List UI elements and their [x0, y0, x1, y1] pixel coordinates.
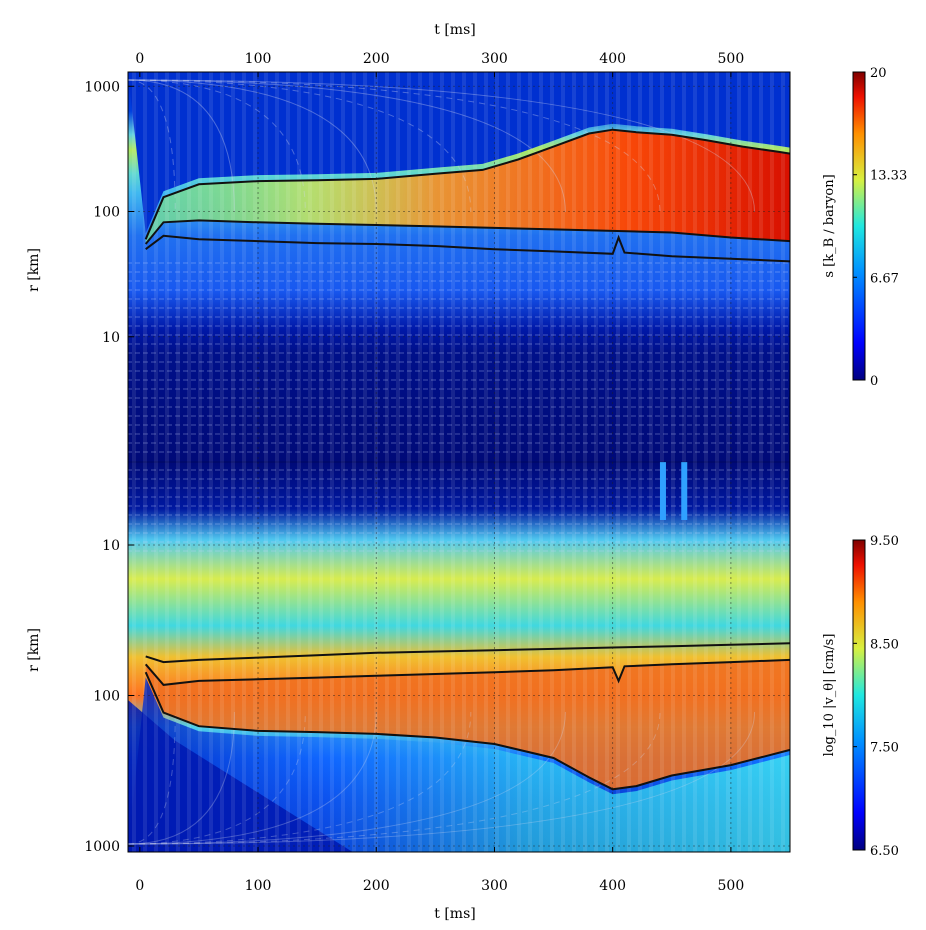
x-tick-label-top: 200 [363, 51, 390, 67]
streamline-top [127, 79, 566, 213]
x-tick-label-top: 300 [481, 51, 508, 67]
heatmap-overlays [127, 72, 791, 852]
heatmap-fields [128, 72, 790, 852]
colorbar-top-label: s [k_B / baryon] [822, 174, 837, 277]
streamlines [127, 79, 756, 845]
colorbar-bottom-tick-label: 7.50 [870, 741, 899, 756]
colorbar-top-bar [852, 71, 866, 381]
bottom-contour-2 [144, 658, 791, 686]
streamline-bottom [127, 711, 306, 845]
bottom-contour-1 [145, 642, 791, 664]
colorbar-bottom-label: log_10 |v_θ| [cm/s] [822, 634, 837, 757]
streamline-top [127, 79, 472, 213]
streamline-top [127, 79, 661, 213]
streamline-bottom [127, 711, 176, 845]
x-tick-label-bottom: 200 [363, 878, 390, 894]
bottom-artifact-1 [659, 462, 666, 520]
bottom-contour-3 [144, 671, 791, 791]
axes: 0 0 100 100 200 200 300 300 400 400 500 500 t [ms] t … [26, 22, 791, 922]
streamline-bottom [127, 711, 661, 845]
x-tick-label-top: 0 [135, 51, 144, 67]
top-contour-2 [144, 219, 791, 245]
streamline-bottom [127, 711, 756, 845]
y-tick-label-top: 10 [102, 330, 120, 346]
streamline-top [127, 79, 176, 213]
colorbar-top-tick-label: 0 [870, 374, 878, 389]
bottom-field-stripes [128, 462, 790, 552]
x-tick-label-bottom: 100 [245, 878, 272, 894]
y-tick-label-bottom: 10 [102, 538, 120, 554]
x-tick-label-top: 400 [599, 51, 626, 67]
x-tick-label-bottom: 300 [481, 878, 508, 894]
y-tick-label-top: 100 [93, 205, 120, 221]
top-contour-3 [145, 234, 791, 263]
bottom-artifact-2 [681, 462, 688, 520]
plot-frame [127, 71, 791, 853]
colorbars: 20 13.33 6.67 0 s [k_B / baryon] 9.50 8.50 7.50… [822, 66, 907, 859]
top-contour-1 [144, 128, 791, 240]
x-axis-label-bottom: t [ms] [434, 906, 475, 922]
y-axis-label-top: r [km] [26, 248, 42, 292]
y-tick-label-bottom: 1000 [84, 839, 120, 855]
streamline-bottom [127, 711, 377, 845]
colorbar-top-tick-label: 20 [870, 66, 887, 81]
top-panel-field [128, 72, 790, 462]
streamline-top [127, 79, 756, 213]
top-field-stripes [128, 260, 790, 460]
x-tick-label-bottom: 500 [718, 878, 745, 894]
colorbar-bottom-tick-label: 9.50 [870, 534, 899, 549]
colorbar-top-tick-label: 6.67 [870, 271, 899, 286]
x-tick-label-bottom: 0 [135, 878, 144, 894]
grid-lines [128, 72, 790, 852]
x-tick-label-bottom: 400 [599, 878, 626, 894]
x-tick-label-top: 500 [718, 51, 745, 67]
x-tick-label-top: 100 [245, 51, 272, 67]
y-tick-label-bottom: 100 [93, 689, 120, 705]
y-axis-label-bottom: r [km] [26, 628, 42, 672]
contour-lines [144, 128, 791, 791]
streamline-bottom [127, 711, 566, 845]
colorbar-bottom-bar [852, 539, 866, 851]
colorbar-top-tick-label: 13.33 [870, 169, 907, 184]
x-axis-label-top: t [ms] [434, 22, 475, 38]
bottom-panel-field [128, 462, 790, 852]
streamline-bottom [127, 711, 235, 845]
colorbar-bottom-tick-label: 8.50 [870, 637, 899, 652]
y-tick-label-top: 1000 [84, 79, 120, 95]
streamline-bottom [127, 711, 472, 845]
colorbar-bottom-tick-label: 6.50 [870, 844, 899, 859]
